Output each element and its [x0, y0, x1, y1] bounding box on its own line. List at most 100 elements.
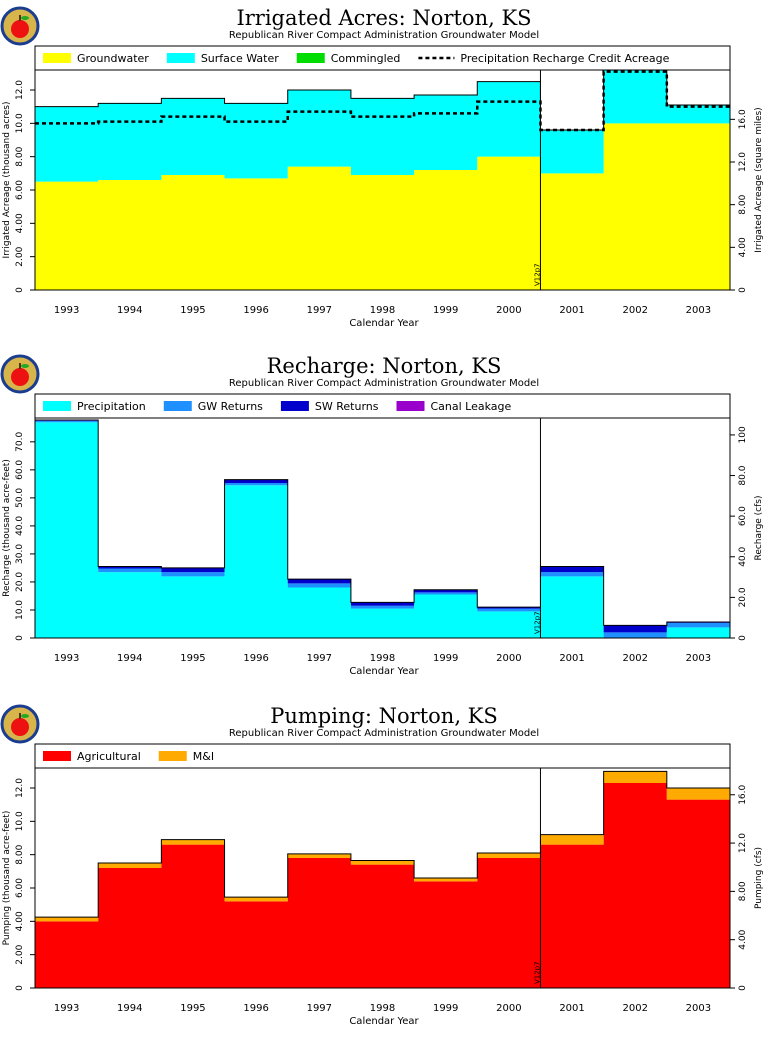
x-tick-label: 1999: [433, 653, 458, 664]
right-tick-label: 12.0: [738, 833, 748, 853]
x-axis-label: Calendar Year: [349, 1016, 419, 1027]
irrigated-acres-chart: Irrigated Acres: Norton, KS Republican Ri…: [0, 0, 768, 340]
x-tick-label: 1996: [243, 1003, 268, 1014]
left-tick-label: 4.00: [15, 911, 25, 931]
chart-subtitle: Republican River Compact Administration …: [229, 728, 539, 739]
left-tick-label: 20.0: [15, 572, 25, 592]
x-tick-label: 1993: [54, 653, 79, 664]
x-tick-label: 1998: [370, 653, 395, 664]
chart-title: Pumping: Norton, KS: [270, 704, 498, 728]
x-tick-label: 1999: [433, 1003, 458, 1014]
left-tick-label: 50.0: [15, 488, 25, 508]
right-tick-label: 16.0: [738, 784, 748, 804]
right-tick-label: 20.0: [738, 587, 748, 607]
legend-box: [34, 45, 731, 71]
x-tick-label: 2003: [686, 653, 711, 664]
left-tick-label: 70.0: [15, 432, 25, 452]
legend-swatch-1: [166, 53, 195, 63]
left-tick-label: 12.0: [15, 80, 25, 100]
x-axis-label: Calendar Year: [349, 318, 419, 329]
x-tick-label: 1999: [433, 305, 458, 316]
left-tick-label: 0: [15, 985, 25, 991]
legend-box: [34, 393, 731, 419]
x-tick-label: 1995: [180, 1003, 205, 1014]
x-tick-label: 1997: [307, 1003, 332, 1014]
x-tick-label: 1995: [180, 653, 205, 664]
series-area-0: [35, 123, 730, 290]
legend-label-0: Agricultural: [77, 750, 141, 763]
x-tick-label: 1997: [307, 653, 332, 664]
left-tick-label: 0: [15, 635, 25, 641]
right-tick-label: 4.00: [738, 237, 748, 257]
legend-swatch-0: [43, 53, 71, 63]
chart-subtitle: Republican River Compact Administration …: [229, 30, 539, 41]
x-tick-label: 1993: [54, 1003, 79, 1014]
x-tick-label: 2003: [686, 305, 711, 316]
legend-swatch-3: [396, 401, 425, 411]
left-tick-label: 8.00: [15, 146, 25, 166]
x-tick-label: 2000: [496, 653, 521, 664]
left-tick-label: 2.00: [15, 246, 25, 266]
marker-label: V12p7: [533, 263, 541, 286]
legend-swatch-0: [43, 751, 71, 761]
x-tick-label: 1996: [243, 653, 268, 664]
left-tick-label: 40.0: [15, 516, 25, 536]
left-tick-label: 2.00: [15, 944, 25, 964]
y-axis-right-label: Pumping (cfs): [754, 847, 764, 909]
right-tick-label: 4.00: [738, 929, 748, 949]
x-tick-label: 1997: [307, 305, 332, 316]
stack-outline: [34, 770, 731, 988]
left-tick-label: 8.00: [15, 844, 25, 864]
y-axis-right-label: Irrigated Acreage (square miles): [754, 107, 764, 252]
chart-title: Irrigated Acres: Norton, KS: [236, 6, 531, 30]
legend-label-0: Precipitation: [77, 400, 146, 413]
right-tick-label: 12.0: [738, 152, 748, 172]
x-tick-label: 2002: [623, 305, 648, 316]
x-tick-label: 1998: [370, 1003, 395, 1014]
legend-box: [34, 743, 731, 769]
marker-label: V12p7: [533, 961, 541, 984]
legend-swatch-1: [163, 401, 192, 411]
x-tick-label: 1994: [117, 305, 142, 316]
left-tick-label: 30.0: [15, 544, 25, 564]
x-tick-label: 2001: [559, 305, 584, 316]
right-tick-label: 40.0: [738, 546, 748, 566]
right-tick-label: 0: [738, 287, 748, 293]
legend-swatch-2: [280, 401, 309, 411]
x-tick-label: 1996: [243, 305, 268, 316]
x-tick-label: 1994: [117, 1003, 142, 1014]
legend-label-2: SW Returns: [315, 400, 379, 413]
right-tick-label: 8.00: [738, 194, 748, 214]
x-tick-label: 1994: [117, 653, 142, 664]
x-tick-label: 1993: [54, 305, 79, 316]
y-axis-label: Pumping (thousand acre-feet): [2, 811, 12, 946]
x-tick-label: 2002: [623, 653, 648, 664]
series-area-1: [35, 70, 730, 182]
apple-logo-icon: [0, 6, 40, 46]
legend-label-3: Canal Leakage: [431, 400, 512, 413]
y-axis-right-label: Recharge (cfs): [754, 495, 764, 560]
stack-outline: [34, 419, 731, 638]
legend-swatch-2: [296, 53, 325, 63]
left-tick-label: 4.00: [15, 213, 25, 233]
series-area-0: [35, 422, 730, 638]
right-tick-label: 100: [738, 426, 748, 443]
precipitation-credit-line: [35, 70, 730, 132]
y-axis-label: Recharge (thousand acre-feet): [2, 459, 12, 597]
marker-label: V12p7: [533, 611, 541, 634]
x-tick-label: 2001: [559, 653, 584, 664]
legend-label-1: Surface Water: [201, 52, 279, 65]
left-tick-label: 10.0: [15, 113, 25, 133]
right-tick-label: 80.0: [738, 465, 748, 485]
x-tick-label: 1995: [180, 305, 205, 316]
left-tick-label: 10.0: [15, 600, 25, 620]
legend-label-1: M&I: [193, 750, 214, 763]
x-tick-label: 1998: [370, 305, 395, 316]
chart-title: Recharge: Norton, KS: [267, 354, 502, 378]
left-tick-label: 0: [15, 287, 25, 293]
legend-label-line: Precipitation Recharge Credit Acreage: [460, 52, 669, 65]
series-area-0: [35, 783, 730, 988]
x-tick-label: 2000: [496, 305, 521, 316]
